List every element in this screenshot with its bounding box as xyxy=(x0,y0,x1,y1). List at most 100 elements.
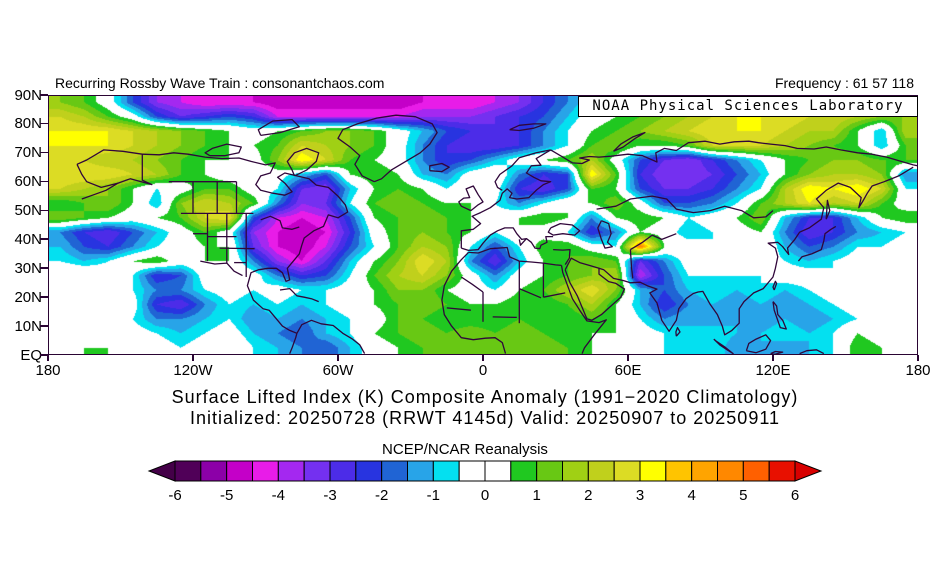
header-frequency-label: Frequency : 61 57 118 xyxy=(774,75,914,91)
coastline-path xyxy=(494,149,551,191)
colorbar-cell xyxy=(458,460,486,482)
colorbar-cell xyxy=(613,460,641,482)
colorbar-cell xyxy=(226,460,253,482)
coastline-path xyxy=(772,301,787,330)
x-axis-label: 120W xyxy=(173,362,213,379)
colorbar-cell xyxy=(742,460,770,482)
coastline-path xyxy=(260,215,300,230)
y-axis-label: 40N xyxy=(14,230,42,248)
colorbar-tick-label: 4 xyxy=(688,487,696,504)
coastline-path xyxy=(460,149,552,249)
y-axis-tick xyxy=(40,354,48,356)
colorbar-cell xyxy=(355,460,383,482)
x-axis-label: 60W xyxy=(322,362,354,379)
coastline-path xyxy=(597,220,613,249)
coastline-path xyxy=(337,114,438,183)
y-axis-tick xyxy=(40,180,48,183)
coastline-path xyxy=(286,147,320,177)
colorbar-cell xyxy=(536,460,564,482)
y-axis-label: 20N xyxy=(14,288,42,306)
y-axis-label: 30N xyxy=(14,259,42,277)
coastline-path xyxy=(461,227,528,252)
coastline-path xyxy=(76,149,153,189)
colorbar-cell xyxy=(665,460,693,482)
colorbar-tick-label: 6 xyxy=(791,487,799,504)
coastline-path xyxy=(596,195,774,219)
y-axis-tick xyxy=(40,151,48,154)
coastline-path xyxy=(553,248,571,265)
colorbar-cell xyxy=(200,460,228,482)
plot-subtitle: Initialized: 20250728 (RRWT 4145d) Valid… xyxy=(189,408,781,428)
colorbar-cell xyxy=(510,460,538,482)
colorbar-left-arrow xyxy=(147,460,176,482)
coastline-path xyxy=(547,222,581,236)
noaa-psl-box: NOAA Physical Sciences Laboratory xyxy=(578,96,918,117)
colorbar: -6 -5 -4 -3 -2 -1 0 1 2 3 4 5 6 xyxy=(147,460,823,504)
colorbar-cell xyxy=(768,460,796,482)
colorbar-cell xyxy=(484,460,512,482)
coastline-path xyxy=(613,131,646,152)
x-axis-label: 180 xyxy=(35,362,61,379)
coastline-path xyxy=(446,307,471,311)
y-axis-label: 80N xyxy=(14,115,42,133)
coastline-path xyxy=(279,287,319,303)
colorbar-right-arrow xyxy=(794,460,823,482)
coastline-path xyxy=(519,288,542,299)
x-axis-tick xyxy=(192,355,194,361)
colorbar-tick-label: 3 xyxy=(636,487,644,504)
colorbar-cell xyxy=(407,460,434,482)
coastline-path xyxy=(550,140,918,167)
x-axis-label: 0 xyxy=(478,362,488,379)
coastline-path xyxy=(458,185,484,212)
colorbar-tick-label: 5 xyxy=(739,487,747,504)
y-axis-label: 10N xyxy=(14,317,42,335)
x-axis-tick xyxy=(337,355,339,361)
x-axis-tick xyxy=(917,355,919,361)
colorbar-cell xyxy=(587,460,615,482)
colorbar-cell xyxy=(432,460,460,482)
coastline-path xyxy=(257,118,300,137)
y-axis-label: EQ xyxy=(20,346,42,364)
coastline-path xyxy=(81,182,119,200)
colorbar-tick-label: -5 xyxy=(220,487,233,504)
colorbar-cell xyxy=(174,460,202,482)
plot-title: Surface Lifted Index (K) Composite Anoma… xyxy=(171,387,799,407)
colorbar-label: NCEP/NCAR Reanalysis xyxy=(382,441,548,458)
colorbar-tick-label: 0 xyxy=(481,487,489,504)
colorbar-tick-label: 2 xyxy=(584,487,592,504)
coastline-path xyxy=(797,225,837,262)
coastline-path xyxy=(492,316,517,319)
x-axis-label: 120E xyxy=(755,362,791,379)
coastline-path xyxy=(630,233,677,251)
y-axis-tick xyxy=(40,296,48,298)
y-axis-tick xyxy=(40,325,48,327)
coastline-path xyxy=(460,276,484,293)
coastline-path xyxy=(296,319,366,354)
colorbar-cell xyxy=(381,460,408,482)
noaa-psl-label: NOAA Physical Sciences Laboratory xyxy=(592,98,904,114)
y-axis-tick xyxy=(40,267,48,269)
coastline-path xyxy=(770,350,784,355)
coastline-path xyxy=(289,333,298,354)
coastline-path xyxy=(200,260,243,277)
coastline-path xyxy=(598,166,914,336)
y-axis-tick xyxy=(40,238,48,240)
coastline-path xyxy=(543,292,566,298)
coastline-path xyxy=(629,249,634,279)
coastline-path xyxy=(468,246,562,267)
coastline-path xyxy=(564,257,626,321)
x-axis-label: 180 xyxy=(905,362,930,379)
coastline-path xyxy=(560,265,607,354)
colorbar-tick-label: 1 xyxy=(533,487,541,504)
x-axis-tick xyxy=(47,355,49,361)
coastline-path xyxy=(509,123,547,132)
colorbar-tick-label: -1 xyxy=(427,487,440,504)
x-axis-tick xyxy=(627,355,629,361)
y-axis-label: 70N xyxy=(14,144,42,162)
colorbar-tick-label: -4 xyxy=(272,487,285,504)
y-axis-label: 60N xyxy=(14,173,42,191)
colorbar-cell xyxy=(329,460,357,482)
colorbar-tick-label: -3 xyxy=(323,487,336,504)
coastline-path xyxy=(675,326,681,337)
